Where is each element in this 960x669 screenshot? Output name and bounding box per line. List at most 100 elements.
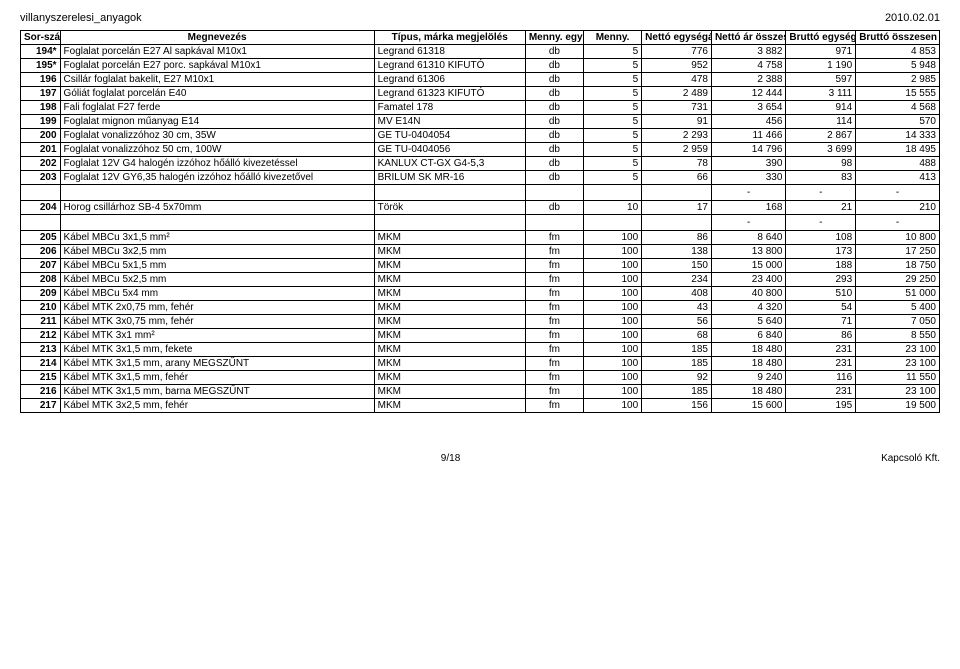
table-cell: 2 388: [711, 73, 785, 87]
table-row: 216Kábel MTK 3x1,5 mm, barna MEGSZŰNTMKM…: [21, 385, 940, 399]
table-cell: 216: [21, 385, 61, 399]
table-cell: 56: [642, 315, 712, 329]
table-cell: MKM: [374, 287, 525, 301]
table-cell: 15 555: [856, 87, 940, 101]
table-cell: Kábel MTK 3x1,5 mm, arany MEGSZŰNT: [60, 357, 374, 371]
table-cell: 98: [786, 157, 856, 171]
table-row: 214Kábel MTK 3x1,5 mm, arany MEGSZŰNTMKM…: [21, 357, 940, 371]
table-cell: Csillár foglalat bakelit, E27 M10x1: [60, 73, 374, 87]
table-cell: 66: [642, 171, 712, 185]
table-row: 215Kábel MTK 3x1,5 mm, fehérMKMfm100929 …: [21, 371, 940, 385]
table-cell: 68: [642, 329, 712, 343]
table-cell: 8 550: [856, 329, 940, 343]
table-cell: 776: [642, 45, 712, 59]
table-cell: Foglalat porcelán E27 Al sapkával M10x1: [60, 45, 374, 59]
table-row: 202Foglalat 12V G4 halogén izzóhoz hőáll…: [21, 157, 940, 171]
table-row: 201Foglalat vonalizzóhoz 50 cm, 100WGE T…: [21, 143, 940, 157]
table-row: 208Kábel MBCu 5x2,5 mmMKMfm10023423 4002…: [21, 273, 940, 287]
table-cell: 330: [711, 171, 785, 185]
table-cell: [374, 215, 525, 231]
table-cell: 100: [584, 315, 642, 329]
table-cell: 100: [584, 301, 642, 315]
table-cell: 952: [642, 59, 712, 73]
doc-date: 2010.02.01: [885, 12, 940, 24]
table-cell: MKM: [374, 385, 525, 399]
table-cell: -: [711, 215, 785, 231]
table-cell: db: [525, 45, 583, 59]
table-cell: 100: [584, 245, 642, 259]
table-cell: -: [786, 215, 856, 231]
table-header-cell: Menny.: [584, 31, 642, 45]
table-cell: 570: [856, 115, 940, 129]
table-cell: 17 250: [856, 245, 940, 259]
table-cell: fm: [525, 301, 583, 315]
table-cell: 14 796: [711, 143, 785, 157]
table-cell: 9 240: [711, 371, 785, 385]
table-cell: 100: [584, 273, 642, 287]
table-cell: 17: [642, 201, 712, 215]
table-cell: MKM: [374, 371, 525, 385]
table-cell: 5: [584, 59, 642, 73]
table-cell: 209: [21, 287, 61, 301]
table-cell: 100: [584, 399, 642, 413]
table-header-cell: Sor-szám: [21, 31, 61, 45]
table-cell: 4 568: [856, 101, 940, 115]
table-cell: db: [525, 129, 583, 143]
table-row: 203Foglalat 12V GY6,35 halogén izzóhoz h…: [21, 171, 940, 185]
table-cell: 100: [584, 385, 642, 399]
table-cell: 196: [21, 73, 61, 87]
table-cell: 231: [786, 385, 856, 399]
table-cell: Kábel MBCu 5x1,5 mm: [60, 259, 374, 273]
table-cell: 5: [584, 171, 642, 185]
table-cell: 5: [584, 157, 642, 171]
table-row: 207Kábel MBCu 5x1,5 mmMKMfm10015015 0001…: [21, 259, 940, 273]
table-cell: 10 800: [856, 231, 940, 245]
table-header-cell: Nettó egységár: [642, 31, 712, 45]
table-cell: 173: [786, 245, 856, 259]
table-cell: Foglalat porcelán E27 porc. sapkával M10…: [60, 59, 374, 73]
table-cell: 29 250: [856, 273, 940, 287]
table-cell: Kábel MTK 3x1,5 mm, fekete: [60, 343, 374, 357]
table-cell: 100: [584, 329, 642, 343]
header-line: villanyszerelesi_anyagok 2010.02.01: [20, 12, 940, 24]
table-cell: MKM: [374, 399, 525, 413]
table-cell: fm: [525, 343, 583, 357]
table-cell: 211: [21, 315, 61, 329]
table-cell: fm: [525, 315, 583, 329]
table-cell: 914: [786, 101, 856, 115]
table-cell: Foglalat mignon műanyag E14: [60, 115, 374, 129]
table-cell: 100: [584, 231, 642, 245]
table-cell: [642, 185, 712, 201]
table-cell: Legrand 61310 KIFUTÓ: [374, 59, 525, 73]
table-cell: 18 495: [856, 143, 940, 157]
table-cell: db: [525, 115, 583, 129]
table-row: 196Csillár foglalat bakelit, E27 M10x1Le…: [21, 73, 940, 87]
table-cell: 18 480: [711, 343, 785, 357]
table-cell: 3 111: [786, 87, 856, 101]
table-row: 209Kábel MBCu 5x4 mmMKMfm10040840 800510…: [21, 287, 940, 301]
table-cell: 456: [711, 115, 785, 129]
table-cell: 199: [21, 115, 61, 129]
table-header-cell: Bruttó összesen ár: [856, 31, 940, 45]
table-cell: 212: [21, 329, 61, 343]
table-cell: 51 000: [856, 287, 940, 301]
table-cell: 6 840: [711, 329, 785, 343]
price-table: Sor-számMegnevezésTípus, márka megjelölé…: [20, 30, 940, 413]
table-cell: Legrand 61318: [374, 45, 525, 59]
table-cell: fm: [525, 287, 583, 301]
table-cell: 478: [642, 73, 712, 87]
table-cell: 1 190: [786, 59, 856, 73]
table-cell: fm: [525, 259, 583, 273]
table-cell: GE TU-0404054: [374, 129, 525, 143]
table-header-cell: Nettó ár összesen: [711, 31, 785, 45]
table-cell: 206: [21, 245, 61, 259]
table-cell: Kábel MBCu 3x2,5 mm: [60, 245, 374, 259]
table-cell: Legrand 61323 KIFUTÓ: [374, 87, 525, 101]
table-cell: db: [525, 171, 583, 185]
table-cell: fm: [525, 385, 583, 399]
table-cell: 198: [21, 101, 61, 115]
table-cell: 13 800: [711, 245, 785, 259]
table-row: ---: [21, 185, 940, 201]
table-header-cell: Bruttó egységár: [786, 31, 856, 45]
table-cell: [642, 215, 712, 231]
